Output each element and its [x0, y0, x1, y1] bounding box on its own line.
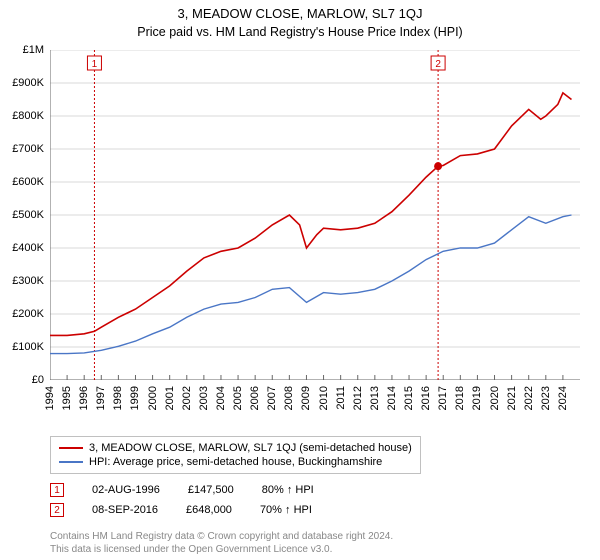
- x-tick-label: 2020: [489, 386, 501, 410]
- x-tick-label: 2009: [300, 386, 312, 410]
- y-tick-label: £100K: [12, 341, 44, 353]
- x-tick-label: 1996: [78, 386, 90, 410]
- sale-marker-box: 2: [50, 503, 64, 517]
- x-tick-label: 2015: [403, 386, 415, 410]
- x-tick-label: 2017: [437, 386, 449, 410]
- y-tick-label: £800K: [12, 110, 44, 122]
- legend-row: HPI: Average price, semi-detached house,…: [59, 455, 412, 469]
- sale-vs-hpi: 70% ↑ HPI: [260, 504, 312, 516]
- chart-subtitle: Price paid vs. HM Land Registry's House …: [0, 21, 600, 43]
- y-tick-label: £1M: [23, 44, 44, 56]
- x-tick-label: 2011: [335, 386, 347, 410]
- sales-table: 1 02-AUG-1996 £147,500 80% ↑ HPI 2 08-SE…: [50, 480, 314, 520]
- x-tick-label: 2014: [386, 386, 398, 410]
- x-tick-label: 1998: [112, 386, 124, 410]
- footer-line: Contains HM Land Registry data © Crown c…: [50, 531, 393, 544]
- footer: Contains HM Land Registry data © Crown c…: [50, 531, 393, 556]
- sale-marker-box: 1: [50, 483, 64, 497]
- sale-price: £147,500: [188, 484, 234, 496]
- chart-title: 3, MEADOW CLOSE, MARLOW, SL7 1QJ: [0, 0, 600, 21]
- x-tick-label: 2019: [471, 386, 483, 410]
- sale-row: 2 08-SEP-2016 £648,000 70% ↑ HPI: [50, 500, 314, 520]
- x-tick-label: 1997: [95, 386, 107, 410]
- x-tick-label: 2008: [283, 386, 295, 410]
- x-axis: 1994199519961997199819992000200120022003…: [50, 382, 580, 432]
- x-tick-label: 2024: [557, 386, 569, 410]
- x-tick-label: 2023: [540, 386, 552, 410]
- x-tick-label: 2022: [523, 386, 535, 410]
- x-tick-label: 2000: [147, 386, 159, 410]
- x-tick-label: 1999: [129, 386, 141, 410]
- sale-vs-hpi: 80% ↑ HPI: [262, 484, 314, 496]
- x-tick-label: 2004: [215, 386, 227, 410]
- y-tick-label: £200K: [12, 308, 44, 320]
- legend-swatch: [59, 447, 83, 449]
- svg-text:2: 2: [435, 59, 441, 70]
- x-tick-label: 2007: [266, 386, 278, 410]
- sale-price: £648,000: [186, 504, 232, 516]
- x-tick-label: 2013: [369, 386, 381, 410]
- legend-swatch: [59, 461, 83, 463]
- legend: 3, MEADOW CLOSE, MARLOW, SL7 1QJ (semi-d…: [50, 436, 421, 474]
- y-tick-label: £500K: [12, 209, 44, 221]
- sale-date: 02-AUG-1996: [92, 484, 160, 496]
- legend-row: 3, MEADOW CLOSE, MARLOW, SL7 1QJ (semi-d…: [59, 441, 412, 455]
- x-tick-label: 2010: [318, 386, 330, 410]
- y-tick-label: £900K: [12, 77, 44, 89]
- y-axis: £0£100K£200K£300K£400K£500K£600K£700K£80…: [0, 50, 48, 380]
- x-tick-label: 1995: [61, 386, 73, 410]
- x-tick-label: 2001: [164, 386, 176, 410]
- y-tick-label: £600K: [12, 176, 44, 188]
- legend-label: HPI: Average price, semi-detached house,…: [89, 456, 382, 468]
- x-tick-label: 1994: [44, 386, 56, 410]
- x-tick-label: 2012: [352, 386, 364, 410]
- plot-area: 12: [50, 50, 580, 380]
- sale-row: 1 02-AUG-1996 £147,500 80% ↑ HPI: [50, 480, 314, 500]
- y-tick-label: £300K: [12, 275, 44, 287]
- x-tick-label: 2003: [198, 386, 210, 410]
- x-tick-label: 2021: [506, 386, 518, 410]
- y-tick-label: £400K: [12, 242, 44, 254]
- footer-line: This data is licensed under the Open Gov…: [50, 544, 393, 557]
- x-tick-label: 2002: [181, 386, 193, 410]
- chart-container: 3, MEADOW CLOSE, MARLOW, SL7 1QJ Price p…: [0, 0, 600, 560]
- y-tick-label: £700K: [12, 143, 44, 155]
- sale-date: 08-SEP-2016: [92, 504, 158, 516]
- x-tick-label: 2016: [420, 386, 432, 410]
- y-tick-label: £0: [32, 374, 44, 386]
- legend-label: 3, MEADOW CLOSE, MARLOW, SL7 1QJ (semi-d…: [89, 442, 412, 454]
- plot-svg: 12: [50, 50, 580, 380]
- x-tick-label: 2005: [232, 386, 244, 410]
- svg-text:1: 1: [92, 59, 98, 70]
- x-tick-label: 2018: [454, 386, 466, 410]
- x-tick-label: 2006: [249, 386, 261, 410]
